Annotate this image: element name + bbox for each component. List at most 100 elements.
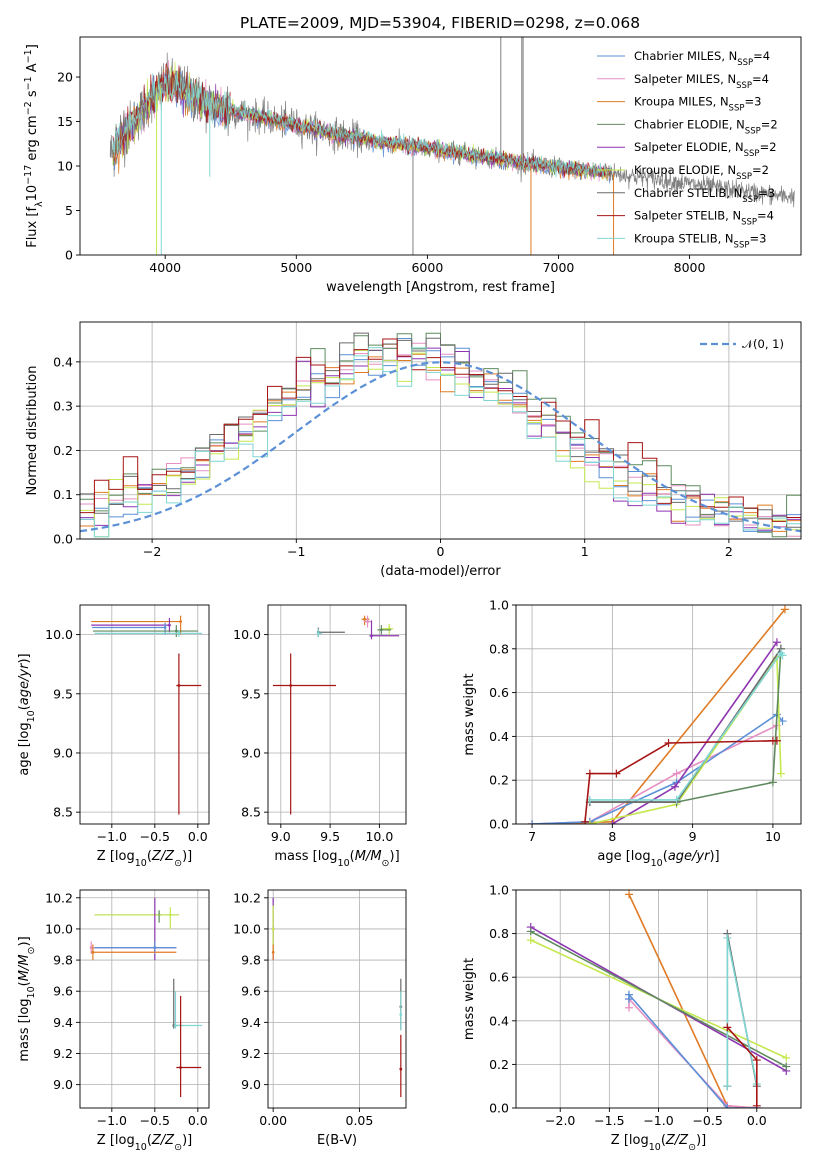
x-tick-label: 9.5 bbox=[320, 829, 340, 844]
plot-area bbox=[271, 897, 403, 1098]
y-tick-label: 8.5 bbox=[241, 805, 261, 820]
weight-marker bbox=[528, 820, 537, 824]
weight-marker bbox=[672, 795, 681, 804]
x-tick-label: 0.00 bbox=[259, 1113, 287, 1128]
weight-marker bbox=[526, 936, 535, 945]
x-tick-label: −2 bbox=[143, 544, 161, 559]
x-tick-label: −2.0 bbox=[545, 1113, 575, 1128]
x-tick-label: 7000 bbox=[543, 260, 575, 275]
y-tick-label: 10.2 bbox=[233, 890, 261, 905]
weight-marker bbox=[752, 1101, 761, 1108]
normal-curve bbox=[80, 361, 801, 533]
data-point bbox=[316, 632, 320, 635]
y-tick-label: 0.4 bbox=[53, 354, 73, 369]
x-axis-label: Z [log10(Z/Z⊙)] bbox=[97, 1133, 192, 1153]
plot-area bbox=[272, 615, 400, 815]
y-axis-label: Flux [fλ10−17 erg cm−2 s−1 A−1] bbox=[23, 44, 45, 248]
x-tick-label: −1.0 bbox=[97, 1113, 127, 1128]
y-tick-label: 0.3 bbox=[53, 399, 73, 414]
data-point bbox=[379, 628, 383, 632]
y-tick-label: 10 bbox=[57, 159, 73, 174]
data-point bbox=[179, 1066, 183, 1069]
x-tick-label: 0.0 bbox=[188, 829, 208, 844]
weight-marker bbox=[768, 778, 777, 787]
legend-entry: Chabrier STELIB, NSSP=3 bbox=[634, 186, 775, 205]
chart-age-vs-Z: −1.0 −0.5 0.0 8.5 9.0 9.5 10.0 Z [log10(Z/Z⊙)] a… bbox=[17, 604, 210, 869]
weight-marker bbox=[772, 736, 781, 745]
x-axis-label: (data-model)/error bbox=[380, 564, 501, 579]
x-tick-label: −1.0 bbox=[643, 1113, 673, 1128]
y-tick-label: 9.4 bbox=[53, 1015, 73, 1030]
y-tick-label: 9.8 bbox=[241, 953, 261, 968]
x-tick-label: 10 bbox=[765, 829, 781, 844]
x-tick-label: −0.5 bbox=[140, 829, 170, 844]
axes-frame bbox=[515, 604, 802, 825]
data-point bbox=[168, 623, 171, 627]
data-point bbox=[289, 684, 293, 687]
y-tick-label: 9.5 bbox=[241, 686, 261, 701]
y-tick-label: 9.0 bbox=[241, 1077, 261, 1092]
chart-weight-vs-Z: −2.0 −1.5 −1.0 −0.5 0.0 0.0 0.2 0.4 0.6 0.8 1.0 Z [… bbox=[462, 883, 802, 1153]
residual-histogram bbox=[80, 343, 801, 532]
x-axis-label: mass [log10(M/M⊙)] bbox=[274, 849, 399, 869]
weight-marker bbox=[585, 769, 594, 778]
y-tick-label: 0.6 bbox=[489, 970, 509, 985]
data-point bbox=[271, 927, 275, 931]
y-tick-label: 0.2 bbox=[489, 773, 509, 788]
y-tick-label: 10.0 bbox=[233, 627, 261, 642]
weight-marker bbox=[625, 890, 634, 899]
weight-marker bbox=[670, 782, 679, 791]
plot-area bbox=[80, 332, 801, 538]
y-tick-label: 1.0 bbox=[489, 598, 509, 613]
weight-marker bbox=[723, 1082, 732, 1091]
y-tick-label: 0.1 bbox=[53, 487, 73, 502]
legend-entry: Kroupa ELODIE, NSSP=2 bbox=[634, 163, 769, 182]
data-point bbox=[179, 620, 183, 623]
data-point bbox=[177, 632, 181, 635]
axes-frame bbox=[79, 604, 210, 825]
weight-marker bbox=[723, 1023, 732, 1032]
plot-area bbox=[89, 897, 203, 1098]
x-tick-label: 0 bbox=[437, 544, 445, 559]
y-tick-label: 0.4 bbox=[489, 729, 509, 744]
axes-frame bbox=[267, 889, 407, 1109]
chart-mass-vs-EBV: 0.00 0.05 9.0 9.2 9.4 9.6 9.8 10.0 10.2 E(B-V) bbox=[233, 889, 407, 1148]
weight-marker bbox=[526, 927, 535, 936]
y-tick-label: 0.4 bbox=[489, 1013, 509, 1028]
x-tick-label: −1.5 bbox=[594, 1113, 624, 1128]
weight-marker bbox=[672, 769, 681, 778]
legend-entry: 𝒩(0, 1) bbox=[742, 337, 784, 351]
y-tick-label: 10.2 bbox=[45, 890, 73, 905]
legend-entry: Chabrier MILES, NSSP=4 bbox=[634, 49, 770, 68]
y-tick-label: 9.0 bbox=[241, 745, 261, 760]
data-point bbox=[174, 629, 178, 633]
plot-area bbox=[526, 890, 791, 1108]
weight-line bbox=[589, 651, 784, 801]
data-point bbox=[271, 950, 275, 954]
x-tick-label: −0.5 bbox=[692, 1113, 722, 1128]
x-tick-label: 7 bbox=[528, 829, 536, 844]
y-tick-label: 10.0 bbox=[233, 921, 261, 936]
weight-marker bbox=[752, 1056, 761, 1065]
y-tick-label: 10.0 bbox=[45, 627, 73, 642]
chart-spectrum: 4000 5000 6000 7000 8000 0 5 10 15 20 wavelength [… bbox=[23, 36, 802, 295]
y-tick-label: 9.4 bbox=[241, 1015, 261, 1030]
plot-area bbox=[109, 37, 795, 255]
y-tick-label: 9.2 bbox=[241, 1046, 261, 1061]
data-point bbox=[89, 946, 93, 950]
figure-title: PLATE=2009, MJD=53904, FIBERID=0298, z=0… bbox=[240, 14, 640, 32]
weight-marker bbox=[782, 1062, 791, 1071]
weight-marker bbox=[723, 1104, 732, 1108]
y-tick-label: 5 bbox=[65, 203, 73, 218]
plot-area bbox=[528, 605, 789, 824]
chart-mass-vs-Z: −1.0 −0.5 0.0 9.0 9.2 9.4 9.6 9.8 10.0 10.2 Z [log… bbox=[17, 889, 210, 1153]
residual-histogram bbox=[80, 332, 801, 528]
weight-marker bbox=[778, 651, 787, 660]
legend-entry: Kroupa STELIB, NSSP=3 bbox=[634, 231, 766, 250]
weight-marker bbox=[612, 769, 621, 778]
y-axis-label: Normed distribution bbox=[25, 366, 40, 496]
y-tick-label: 0.6 bbox=[489, 685, 509, 700]
y-tick-label: 0.8 bbox=[489, 926, 509, 941]
weight-marker bbox=[581, 817, 590, 824]
